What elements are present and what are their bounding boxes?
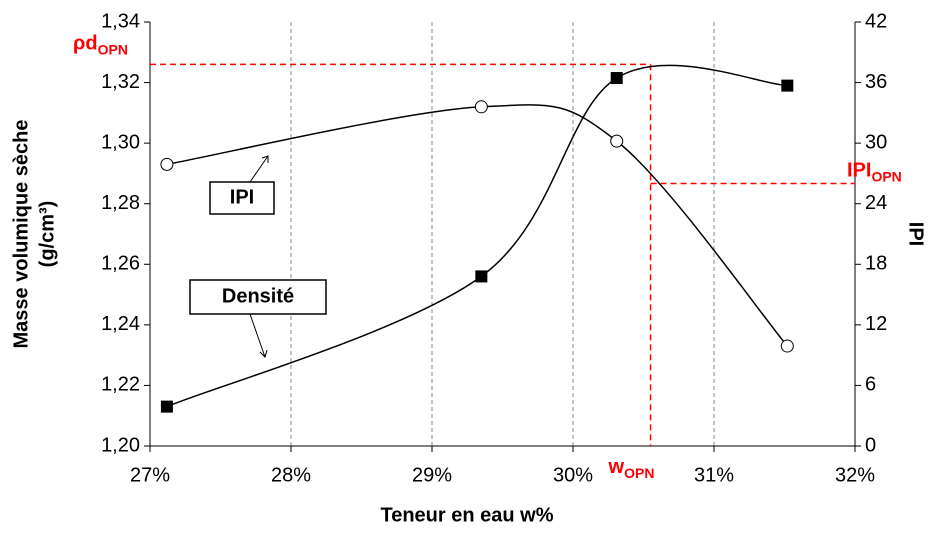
ipi-arrow-head (261, 155, 269, 163)
ipi-callout-label: IPI (230, 186, 254, 208)
y2-tick-label: 0 (865, 434, 876, 456)
annotation-sub: OPN (871, 168, 901, 184)
annotation-sub: OPN (98, 41, 128, 57)
annotation-sub: OPN (624, 465, 654, 481)
y-tick-label: 1,24 (101, 313, 140, 335)
y2-tick-label: 24 (865, 192, 887, 214)
y2-tick-label: 30 (865, 131, 887, 153)
square-marker (475, 270, 488, 283)
x-tick-label: 32% (835, 464, 875, 486)
y-tick-label: 1,20 (101, 434, 140, 456)
y2-tick-label: 12 (865, 313, 887, 335)
density-callout-arrow (249, 313, 266, 358)
density-callout-label: Densité (222, 285, 294, 307)
y-tick-label: 1,22 (101, 374, 140, 396)
square-marker (781, 79, 794, 92)
density-callout-box (189, 279, 327, 315)
density-arrow-head (259, 349, 268, 358)
circle-marker (610, 134, 624, 148)
annotation-label: IPIOPN (847, 160, 902, 184)
y-tick-label: 1,28 (101, 192, 140, 214)
y-axis-label: Masse volumique sèche (10, 120, 32, 349)
circle-marker (780, 339, 794, 353)
x-axis-label: Teneur en eau w% (380, 504, 553, 526)
x-tick-label: 27% (130, 464, 170, 486)
circle-marker (474, 100, 488, 114)
annotation-text: w (608, 456, 625, 478)
y2-tick-label: 42 (865, 10, 887, 32)
y-tick-label: 1,30 (101, 131, 140, 153)
y-tick-label: 1,32 (101, 71, 140, 93)
ipi-callout-arrow (249, 155, 269, 183)
y2-axis-label: IPI (905, 222, 927, 246)
y-tick-label: 1,34 (101, 10, 140, 32)
x-tick-label: 30% (553, 464, 593, 486)
annotation-label: ρdOPN (73, 33, 128, 57)
y-tick-label: 1,26 (101, 253, 140, 275)
y2-tick-label: 36 (865, 71, 887, 93)
series-line (166, 104, 788, 347)
annotation-text: ρd (73, 33, 98, 55)
annotation-label: wOPN (608, 456, 655, 480)
series-line (166, 64, 788, 408)
annotation-text: IPI (847, 160, 871, 182)
y2-tick-label: 6 (865, 374, 876, 396)
square-marker (160, 400, 173, 413)
ipi-callout-box (209, 181, 275, 215)
circle-marker (160, 157, 174, 171)
y2-tick-label: 18 (865, 253, 887, 275)
x-tick-label: 31% (694, 464, 734, 486)
x-tick-label: 28% (271, 464, 311, 486)
square-marker (610, 72, 623, 85)
x-tick-label: 29% (412, 464, 452, 486)
y-axis-unit: (g/cm³) (36, 201, 58, 268)
